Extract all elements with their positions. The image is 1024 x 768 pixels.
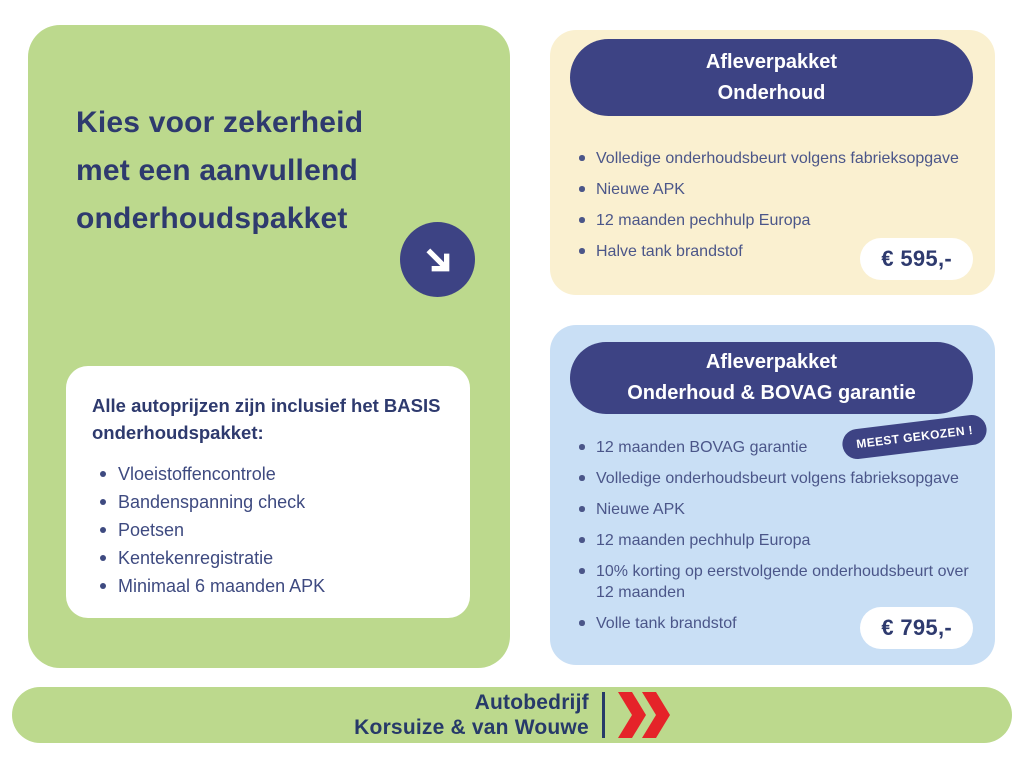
price-badge-595: € 595,- [860, 238, 973, 280]
list-item: Bandenspanning check [92, 492, 444, 512]
list-item: Volledige onderhoudsbeurt volgens fabrie… [572, 468, 977, 489]
package-title-line1: Afleverpakket [705, 351, 838, 373]
list-item: 12 maanden pechhulp Europa [572, 210, 977, 231]
package-title-line2: Onderhoud & BOVAG garantie [627, 382, 916, 404]
footer-bar: Autobedrijf Korsuize & van Wouwe [12, 687, 1012, 743]
basis-card-list: Vloeistoffencontrole Bandenspanning check… [92, 464, 444, 596]
list-item: Nieuwe APK [572, 179, 977, 200]
package-onderhoud-bovag-list: 12 maanden BOVAG garantie Volledige onder… [572, 437, 977, 644]
list-item: Vloeistoffencontrole [92, 464, 444, 484]
company-name-line2: Korsuize & van Wouwe [354, 716, 589, 739]
company-name: Autobedrijf Korsuize & van Wouwe [354, 690, 589, 740]
list-item: Volle tank brandstof [572, 613, 977, 634]
list-item: Minimaal 6 maanden APK [92, 576, 444, 596]
package-card-onderhoud-bovag: Afleverpakket Onderhoud & BOVAG garantie… [550, 325, 995, 665]
list-item: Poetsen [92, 520, 444, 540]
logo-divider [601, 692, 605, 738]
arrow-down-right-icon [400, 222, 475, 297]
package-title-line2: Onderhoud [717, 81, 826, 104]
list-item: 12 maanden pechhulp Europa [572, 530, 977, 551]
list-item: Nieuwe APK [572, 499, 977, 520]
double-chevron-icon [617, 692, 670, 738]
package-title-line1: Afleverpakket [705, 50, 838, 73]
list-item: Kentekenregistratie [92, 548, 444, 568]
list-item: 12 maanden BOVAG garantie [572, 437, 977, 458]
hero-panel: Kies voor zekerheid met een aanvullend o… [28, 25, 510, 668]
price-badge-795: € 795,- [860, 607, 973, 649]
package-title-onderhoud: Afleverpakket Onderhoud [570, 39, 973, 116]
list-item: Halve tank brandstof [572, 241, 977, 262]
basis-package-card: Alle autoprijzen zijn inclusief het BASI… [66, 366, 470, 618]
package-card-onderhoud: Afleverpakket Onderhoud Volledige onderh… [550, 30, 995, 295]
hero-heading: Kies voor zekerheid met een aanvullend o… [76, 106, 364, 235]
list-item: 10% korting op eerstvolgende onderhoudsb… [572, 561, 977, 603]
basis-card-title: Alle autoprijzen zijn inclusief het BASI… [92, 395, 441, 443]
package-title-onderhoud-bovag: Afleverpakket Onderhoud & BOVAG garantie [570, 342, 973, 414]
package-onderhoud-list: Volledige onderhoudsbeurt volgens fabrie… [572, 148, 977, 272]
list-item: Volledige onderhoudsbeurt volgens fabrie… [572, 148, 977, 169]
company-name-line1: Autobedrijf [474, 691, 589, 714]
